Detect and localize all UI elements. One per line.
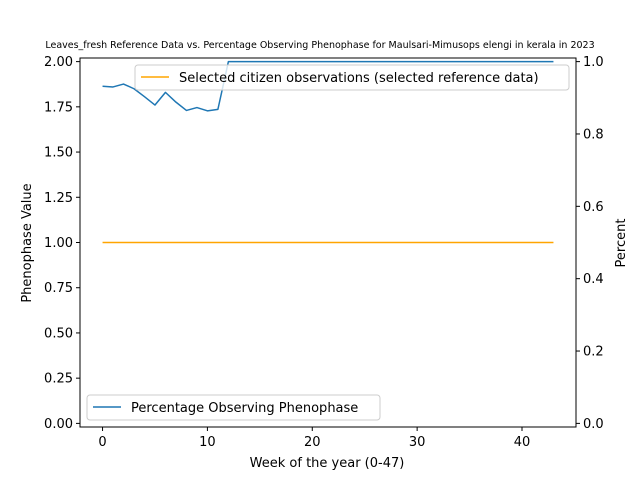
legend-label-percentage: Percentage Observing Phenophase [131, 401, 358, 416]
y-left-tick-label: 1.00 [44, 236, 73, 251]
x-tick-label: 20 [304, 435, 321, 450]
y-left-tick-label: 0.75 [44, 281, 73, 296]
y-left-tick-label: 0.00 [44, 417, 73, 432]
plot-area [102, 60, 554, 244]
series-line-percentage [102, 60, 554, 112]
legend-lower-box [86, 394, 381, 421]
legend-label-reference: Selected citizen observations (selected … [179, 71, 539, 86]
y-right-tick-label: 1.0 [583, 55, 604, 70]
y-right-tick-label: 0.8 [583, 127, 604, 142]
y-left-tick-label: 1.50 [44, 146, 73, 161]
chart-title: Leaves_fresh Reference Data vs. Percenta… [45, 40, 594, 51]
y-axis-left-title: Phenophase Value [20, 183, 35, 302]
y-right-tick-label: 0.0 [583, 417, 604, 432]
y-right-tick-label: 0.4 [583, 272, 604, 287]
y-axis-right-title: Percent [614, 219, 629, 268]
y-left-tick-label: 0.25 [44, 372, 73, 387]
y-right-tick-label: 0.6 [583, 200, 604, 215]
y-right-tick-label: 0.2 [583, 345, 604, 360]
y-left-tick-label: 2.00 [44, 55, 73, 70]
x-tick-label: 40 [514, 435, 531, 450]
x-axis-title: Week of the year (0-47) [250, 456, 405, 471]
legend-lower-left: Percentage Observing Phenophase [86, 394, 381, 421]
axes: 0 10 20 30 40 0.00 0.25 0.50 0.75 1.00 1.25 1.50 1.7… [44, 55, 604, 450]
y-left-tick-label: 1.75 [44, 100, 73, 115]
legend-upper-box [134, 64, 570, 91]
x-tick-label: 10 [199, 435, 216, 450]
y-left-tick-label: 0.50 [44, 326, 73, 341]
x-tick-label: 30 [409, 435, 426, 450]
x-tick-label: 0 [98, 435, 106, 450]
y-left-tick-label: 1.25 [44, 191, 73, 206]
legend-upper-right: Selected citizen observations (selected … [134, 64, 570, 91]
